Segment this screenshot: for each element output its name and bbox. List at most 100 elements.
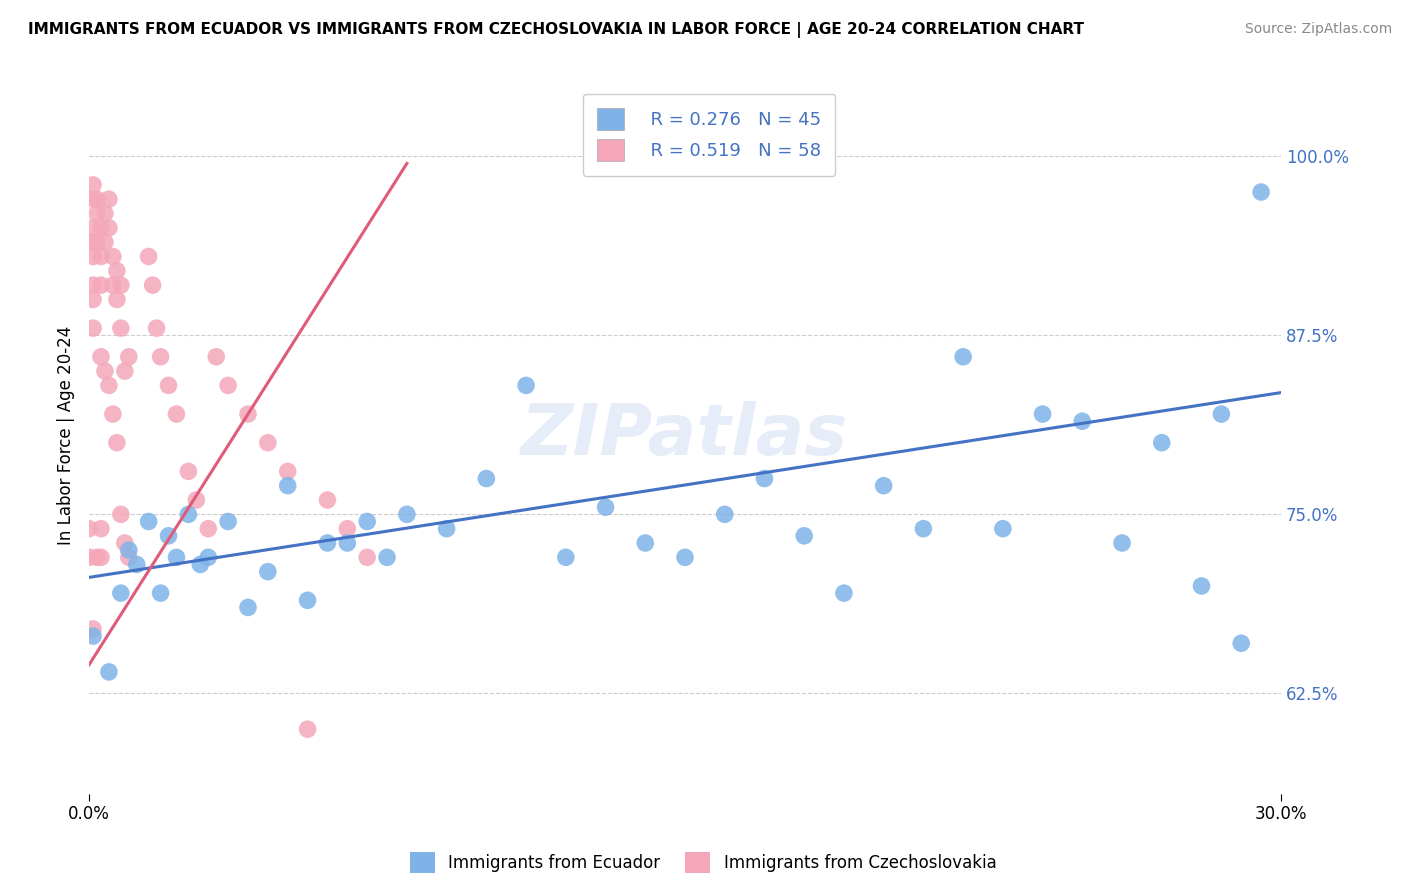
Point	[515, 378, 537, 392]
Point	[991, 522, 1014, 536]
Point	[832, 586, 855, 600]
Point	[316, 536, 339, 550]
Point	[82, 278, 104, 293]
Point	[90, 220, 112, 235]
Point	[82, 250, 104, 264]
Point	[554, 550, 576, 565]
Point	[77, 522, 100, 536]
Point	[257, 565, 280, 579]
Point	[77, 550, 100, 565]
Point	[1071, 414, 1094, 428]
Point	[595, 500, 617, 515]
Point	[118, 350, 141, 364]
Point	[142, 278, 165, 293]
Point	[157, 529, 180, 543]
Point	[257, 435, 280, 450]
Point	[166, 550, 188, 565]
Point	[82, 622, 104, 636]
Point	[673, 550, 696, 565]
Point	[149, 350, 172, 364]
Point	[188, 558, 211, 572]
Point	[86, 206, 108, 220]
Point	[217, 515, 239, 529]
Point	[793, 529, 815, 543]
Y-axis label: In Labor Force | Age 20-24: In Labor Force | Age 20-24	[58, 326, 75, 545]
Point	[1230, 636, 1253, 650]
Point	[1111, 536, 1133, 550]
Point	[82, 192, 104, 206]
Point	[1191, 579, 1213, 593]
Point	[336, 536, 359, 550]
Point	[166, 407, 188, 421]
Point	[912, 522, 935, 536]
Point	[125, 558, 148, 572]
Point	[356, 550, 378, 565]
Point	[90, 278, 112, 293]
Point	[356, 515, 378, 529]
Point	[101, 407, 124, 421]
Point	[1211, 407, 1233, 421]
Point	[97, 192, 120, 206]
Point	[197, 522, 219, 536]
Point	[1250, 185, 1272, 199]
Point	[86, 192, 108, 206]
Point	[138, 250, 160, 264]
Point	[395, 508, 418, 522]
Point	[872, 478, 894, 492]
Point	[205, 350, 228, 364]
Point	[217, 378, 239, 392]
Point	[97, 665, 120, 679]
Text: IMMIGRANTS FROM ECUADOR VS IMMIGRANTS FROM CZECHOSLOVAKIA IN LABOR FORCE | AGE 2: IMMIGRANTS FROM ECUADOR VS IMMIGRANTS FR…	[28, 22, 1084, 38]
Point	[236, 407, 259, 421]
Point	[86, 550, 108, 565]
Point	[186, 493, 208, 508]
Point	[101, 278, 124, 293]
Point	[90, 350, 112, 364]
Point	[82, 178, 104, 192]
Point	[1150, 435, 1173, 450]
Point	[114, 364, 136, 378]
Point	[138, 515, 160, 529]
Point	[634, 536, 657, 550]
Point	[1032, 407, 1054, 421]
Point	[177, 464, 200, 478]
Point	[754, 471, 776, 485]
Point	[118, 550, 141, 565]
Point	[105, 435, 128, 450]
Point	[952, 350, 974, 364]
Point	[110, 586, 132, 600]
Point	[90, 522, 112, 536]
Point	[97, 220, 120, 235]
Point	[86, 235, 108, 249]
Point	[277, 478, 299, 492]
Point	[101, 250, 124, 264]
Point	[82, 235, 104, 249]
Point	[82, 629, 104, 643]
Legend:   R = 0.276   N = 45,   R = 0.519   N = 58: R = 0.276 N = 45, R = 0.519 N = 58	[582, 94, 835, 176]
Point	[297, 723, 319, 737]
Point	[236, 600, 259, 615]
Point	[105, 264, 128, 278]
Point	[114, 536, 136, 550]
Point	[436, 522, 458, 536]
Point	[90, 250, 112, 264]
Point	[94, 206, 117, 220]
Point	[297, 593, 319, 607]
Point	[713, 508, 735, 522]
Point	[94, 364, 117, 378]
Point	[277, 464, 299, 478]
Point	[118, 543, 141, 558]
Point	[82, 293, 104, 307]
Point	[110, 321, 132, 335]
Point	[110, 278, 132, 293]
Point	[82, 321, 104, 335]
Point	[149, 586, 172, 600]
Point	[336, 522, 359, 536]
Legend: Immigrants from Ecuador, Immigrants from Czechoslovakia: Immigrants from Ecuador, Immigrants from…	[404, 846, 1002, 880]
Point	[90, 550, 112, 565]
Point	[97, 378, 120, 392]
Point	[316, 493, 339, 508]
Point	[475, 471, 498, 485]
Point	[82, 220, 104, 235]
Point	[375, 550, 398, 565]
